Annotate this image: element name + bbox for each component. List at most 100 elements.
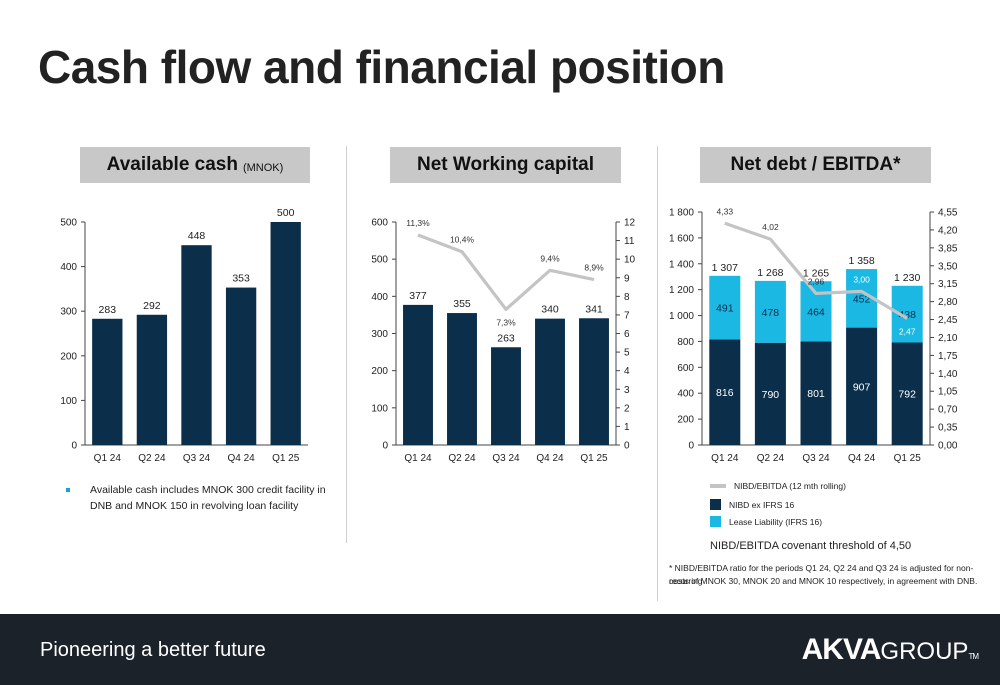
y-tick-label: 100 xyxy=(60,396,77,407)
net-debt-footnote-line-2: costs of MNOK 30, MNOK 20 and MNOK 10 re… xyxy=(669,576,978,586)
ratio-label: 11,3% xyxy=(406,218,430,228)
x-tick-label: Q1 24 xyxy=(404,453,432,464)
ratio-label: 7,3% xyxy=(496,317,516,327)
bar-nibd-ex-ifrs16 xyxy=(709,339,741,445)
ratio-label: 8,9% xyxy=(584,263,604,273)
y2-tick-label: 3,15 xyxy=(938,279,958,290)
data-label-total: 1 358 xyxy=(848,255,874,267)
y2-tick-label: 0,70 xyxy=(938,405,958,416)
legend-item-lease-liability: Lease Liability (IFRS 16) xyxy=(710,516,822,527)
x-tick-label: Q4 24 xyxy=(848,453,876,464)
logo-light: GROUP xyxy=(880,638,969,665)
ratio-label: 10,4% xyxy=(450,235,475,245)
bar-nibd-ex-ifrs16 xyxy=(846,327,878,445)
x-tick-label: Q3 24 xyxy=(183,453,211,464)
y2-tick-label: 3 xyxy=(624,385,630,396)
data-label: 448 xyxy=(188,230,206,242)
y2-tick-label: 6 xyxy=(624,329,630,340)
footer-bar: Pioneering a better future AKVAGROUPTM xyxy=(0,614,1000,685)
x-tick-label: Q3 24 xyxy=(802,453,830,464)
y-tick-label: 400 xyxy=(677,389,694,400)
ratio-label: 4,02 xyxy=(762,222,779,232)
panel-divider xyxy=(657,146,658,601)
y-tick-label: 400 xyxy=(371,292,388,303)
y2-tick-label: 1,40 xyxy=(938,369,958,380)
x-tick-label: Q1 25 xyxy=(894,453,922,464)
x-tick-label: Q1 24 xyxy=(94,453,122,464)
x-tick-label: Q1 24 xyxy=(711,453,739,464)
panel-heading-net-debt: Net debt / EBITDA* xyxy=(700,147,931,183)
x-tick-label: Q4 24 xyxy=(227,453,255,464)
bar xyxy=(270,222,301,445)
y-tick-label: 500 xyxy=(371,255,388,266)
y2-tick-label: 3,85 xyxy=(938,243,958,254)
y2-tick-label: 0 xyxy=(624,441,630,452)
y2-tick-label: 2,10 xyxy=(938,333,958,344)
y2-tick-label: 5 xyxy=(624,348,630,359)
bar xyxy=(136,314,168,445)
data-label-nibd: 792 xyxy=(898,389,916,401)
y2-tick-label: 0,00 xyxy=(938,441,958,452)
y-tick-label: 0 xyxy=(688,441,694,452)
legend-box-swatch xyxy=(710,516,721,527)
y-tick-label: 1 200 xyxy=(669,285,694,296)
bar xyxy=(535,318,565,445)
data-label-nibd: 907 xyxy=(853,381,871,393)
x-tick-label: Q1 25 xyxy=(272,453,300,464)
ratio-label: 3,00 xyxy=(853,274,870,284)
data-label-lease: 478 xyxy=(762,307,780,319)
y2-tick-label: 11 xyxy=(624,236,635,247)
data-label-lease: 438 xyxy=(898,309,916,321)
ratio-label: 2,96 xyxy=(808,276,825,286)
data-label: 500 xyxy=(277,207,295,219)
y2-tick-label: 1 xyxy=(624,422,630,433)
y2-tick-label: 9 xyxy=(624,273,630,284)
net-debt-heading: Net debt / EBITDA* xyxy=(730,154,901,175)
x-tick-label: Q2 24 xyxy=(138,453,166,464)
y-tick-label: 0 xyxy=(382,441,388,452)
data-label-lease: 491 xyxy=(716,303,734,315)
panel-heading-net-working-capital: Net Working capital xyxy=(390,147,621,183)
legend-item-nibd-ebitda: NIBD/EBITDA (12 mth rolling) xyxy=(710,481,846,491)
y2-tick-label: 4,20 xyxy=(938,225,958,236)
y-tick-label: 800 xyxy=(677,337,694,348)
legend-item-nibd-ex-ifrs16: NIBD ex IFRS 16 xyxy=(710,499,794,510)
data-label-total: 1 268 xyxy=(757,267,783,279)
y2-tick-label: 2,80 xyxy=(938,297,958,308)
bar-nibd-ex-ifrs16 xyxy=(754,342,786,445)
panel-heading-available-cash: Available cash (MNOK) xyxy=(80,147,310,183)
data-label: 340 xyxy=(541,304,559,316)
y2-tick-label: 10 xyxy=(624,255,636,266)
data-label: 377 xyxy=(409,290,427,302)
y-tick-label: 200 xyxy=(371,366,388,377)
covenant-threshold-text: NIBD/EBITDA covenant threshold of 4,50 xyxy=(710,540,912,552)
y-tick-label: 200 xyxy=(60,351,77,362)
x-tick-label: Q3 24 xyxy=(492,453,520,464)
y2-tick-label: 1,05 xyxy=(938,387,958,398)
data-label-lease: 464 xyxy=(807,306,825,318)
y-tick-label: 300 xyxy=(371,329,388,340)
legend-label: Lease Liability (IFRS 16) xyxy=(729,516,823,527)
data-label-total: 1 307 xyxy=(712,262,738,274)
x-tick-label: Q2 24 xyxy=(757,453,785,464)
y2-tick-label: 8 xyxy=(624,292,630,303)
y2-tick-label: 12 xyxy=(624,218,636,229)
y2-tick-label: 7 xyxy=(624,310,630,321)
y-tick-label: 1 600 xyxy=(669,233,694,244)
data-label: 355 xyxy=(453,298,471,310)
bar xyxy=(447,313,477,445)
x-tick-label: Q4 24 xyxy=(536,453,564,464)
net-debt-footnote-line-1: * NIBD/EBITDA ratio for the periods Q1 2… xyxy=(669,563,974,586)
legend-label: NIBD/EBITDA (12 mth rolling) xyxy=(734,481,846,491)
data-label-nibd: 801 xyxy=(807,388,825,400)
y2-tick-label: 0,35 xyxy=(938,423,958,434)
data-label-nibd: 790 xyxy=(762,389,780,401)
net-debt-ebitda-chart: 0 200 400 600 800 1 000 1 200 1 400 1 600 1 800 Q1… xyxy=(669,206,958,464)
ratio-label: 9,4% xyxy=(540,253,560,263)
y-tick-label: 1 000 xyxy=(669,311,694,322)
bar-nibd-ex-ifrs16 xyxy=(800,341,832,445)
page-title: Cash flow and financial position xyxy=(38,41,725,93)
logo-tm: TM xyxy=(968,652,979,661)
available-cash-unit: (MNOK) xyxy=(242,161,284,174)
y2-tick-label: 2 xyxy=(624,403,630,414)
